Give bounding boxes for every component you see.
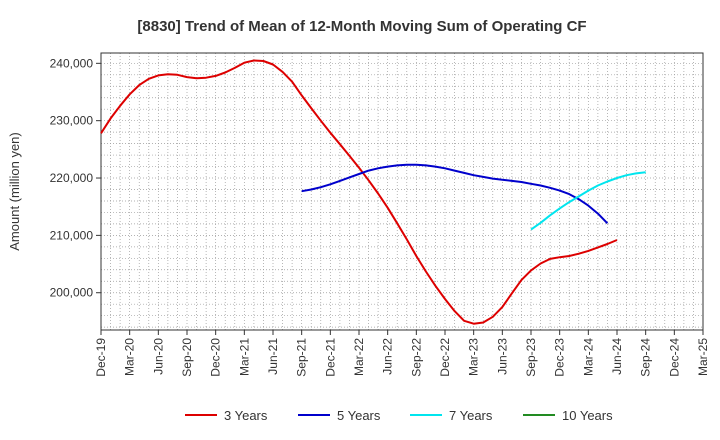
chart-title: [8830] Trend of Mean of 12-Month Moving … (137, 18, 586, 35)
series-line (100, 59, 618, 325)
legend-label: 5 Years (337, 408, 381, 423)
x-tick-label: Mar-25 (696, 338, 710, 376)
x-tick-label: Jun-23 (495, 338, 509, 375)
legend-label: 7 Years (449, 408, 493, 423)
x-tick-label: Jun-21 (266, 338, 280, 375)
x-tick-label: Dec-23 (553, 338, 567, 377)
y-tick-label: 200,000 (50, 286, 94, 300)
x-tick-label: Dec-22 (438, 338, 452, 377)
x-tick-label: Mar-20 (123, 338, 137, 376)
x-tick-label: Mar-21 (237, 338, 251, 376)
x-tick-label: Jun-24 (610, 338, 624, 375)
plot-frame (100, 52, 704, 331)
x-tick-label: Sep-24 (639, 338, 653, 377)
x-tick-label: Mar-22 (352, 338, 366, 376)
x-tick-label: Dec-24 (667, 338, 681, 377)
x-tick-label: Sep-22 (409, 338, 423, 377)
series-lines (100, 59, 646, 325)
x-tick-label: Sep-23 (524, 338, 538, 377)
x-tick-label: Dec-20 (209, 338, 223, 377)
y-axis: 200,000 210,000 220,000 230,000 240,000 (50, 56, 101, 300)
y-tick-label: 210,000 (50, 228, 94, 242)
x-tick-label: Sep-21 (295, 338, 309, 377)
x-tick-label: Dec-19 (94, 338, 108, 377)
x-tick-label: Mar-23 (467, 338, 481, 376)
series-line (301, 163, 609, 224)
legend: 3 Years 5 Years 7 Years 10 Years (185, 408, 613, 423)
grid-lines (101, 53, 703, 330)
legend-label: 3 Years (224, 408, 268, 423)
x-axis: Dec-19 Mar-20 Jun-20 Sep-20 Dec-20 Mar-21 Jun-… (94, 330, 710, 377)
y-axis-label: Amount (million yen) (7, 132, 22, 251)
x-tick-label: Mar-24 (581, 338, 595, 376)
series-line (530, 171, 646, 231)
y-tick-label: 240,000 (50, 56, 94, 70)
x-tick-label: Sep-20 (180, 338, 194, 377)
x-tick-label: Jun-22 (381, 338, 395, 375)
x-tick-label: Jun-20 (151, 338, 165, 375)
legend-label: 10 Years (562, 408, 613, 423)
x-tick-label: Dec-21 (323, 338, 337, 377)
y-tick-label: 220,000 (50, 171, 94, 185)
y-tick-label: 230,000 (50, 114, 94, 128)
